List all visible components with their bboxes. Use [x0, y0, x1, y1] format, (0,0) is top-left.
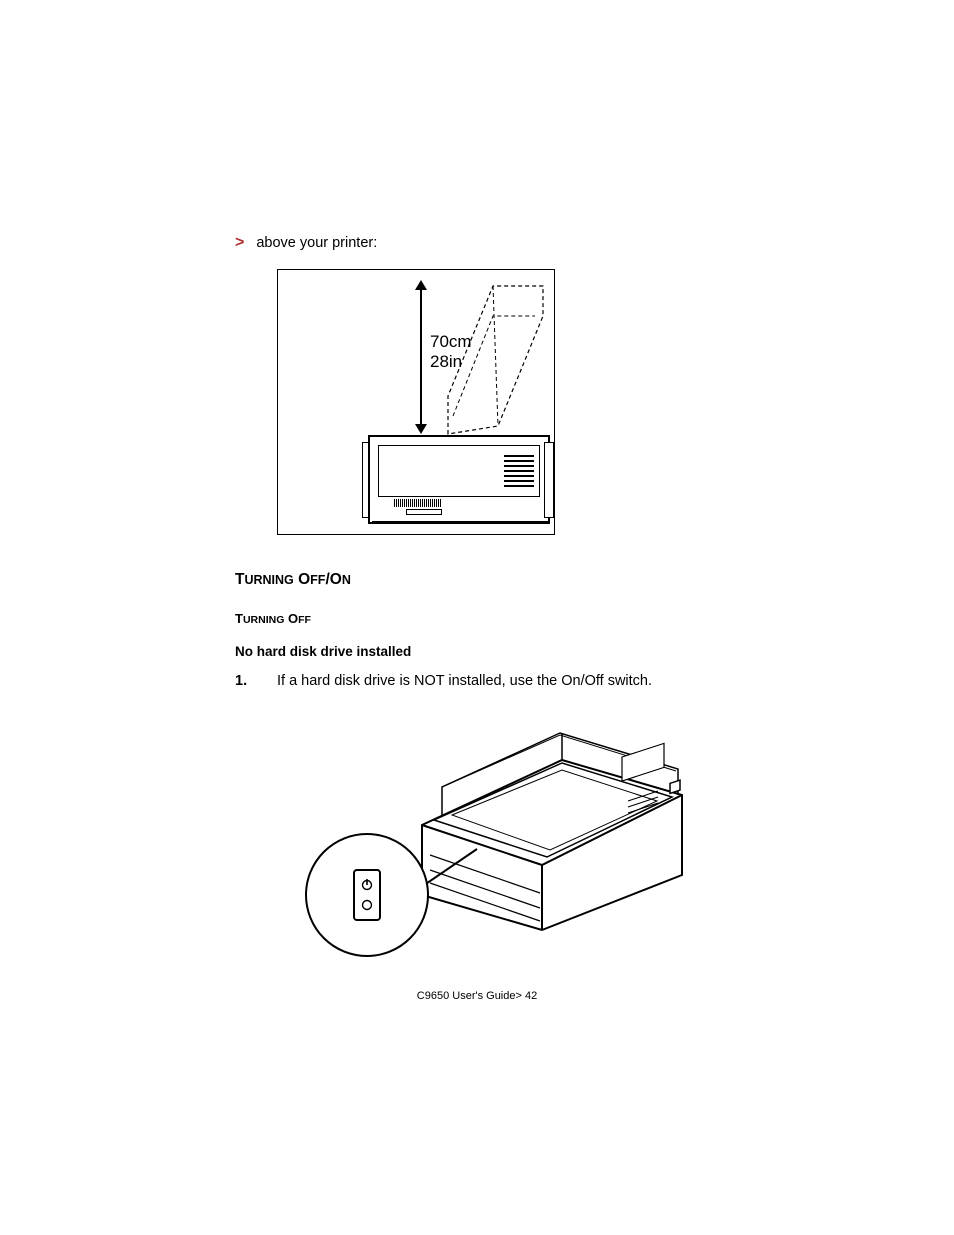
figure-clearance-above: 70cm 28in — [277, 269, 555, 535]
clearance-in: 28in — [430, 352, 472, 372]
list-text: If a hard disk drive is NOT installed, u… — [277, 673, 652, 689]
page-footer: C9650 User's Guide> 42 — [0, 990, 954, 1002]
bullet-item: > above your printer: — [235, 235, 765, 251]
printer-vent — [504, 455, 534, 489]
printer-side-right — [544, 442, 554, 518]
switch-off-symbol — [360, 898, 374, 912]
clearance-cm: 70cm — [430, 332, 472, 352]
printer-slot — [406, 509, 442, 515]
page-content: > above your printer: 70cm 28in — [235, 235, 765, 990]
bullet-marker: > — [235, 235, 244, 251]
printer-stripe — [394, 499, 442, 507]
figure-power-switch — [277, 705, 692, 970]
bullet-text: above your printer: — [256, 235, 377, 251]
cap: O — [284, 611, 298, 626]
callout-circle — [305, 833, 429, 957]
printer-tray-line — [372, 521, 550, 530]
list-number: 1. — [235, 673, 277, 689]
smallcap: N — [342, 573, 351, 587]
smallcap: FF — [310, 573, 325, 587]
power-switch-icon — [353, 869, 381, 921]
dimension-arrow — [420, 282, 422, 432]
smallcap: URNING — [243, 614, 284, 626]
smallcap: URNING — [244, 573, 293, 587]
switch-on-symbol — [360, 878, 374, 892]
cap: O — [294, 571, 310, 588]
subsubsection-heading: No hard disk drive installed — [235, 644, 765, 659]
dimension-label: 70cm 28in — [430, 332, 472, 373]
ordered-list-item: 1. If a hard disk drive is NOT installed… — [235, 673, 765, 689]
printer-body-front — [368, 435, 550, 524]
subsection-heading: TURNING OFF — [235, 611, 765, 626]
section-heading: TURNING OFF/ON — [235, 571, 765, 589]
smallcap: FF — [298, 614, 311, 626]
cap: T — [235, 611, 243, 626]
cap: /O — [325, 571, 341, 588]
